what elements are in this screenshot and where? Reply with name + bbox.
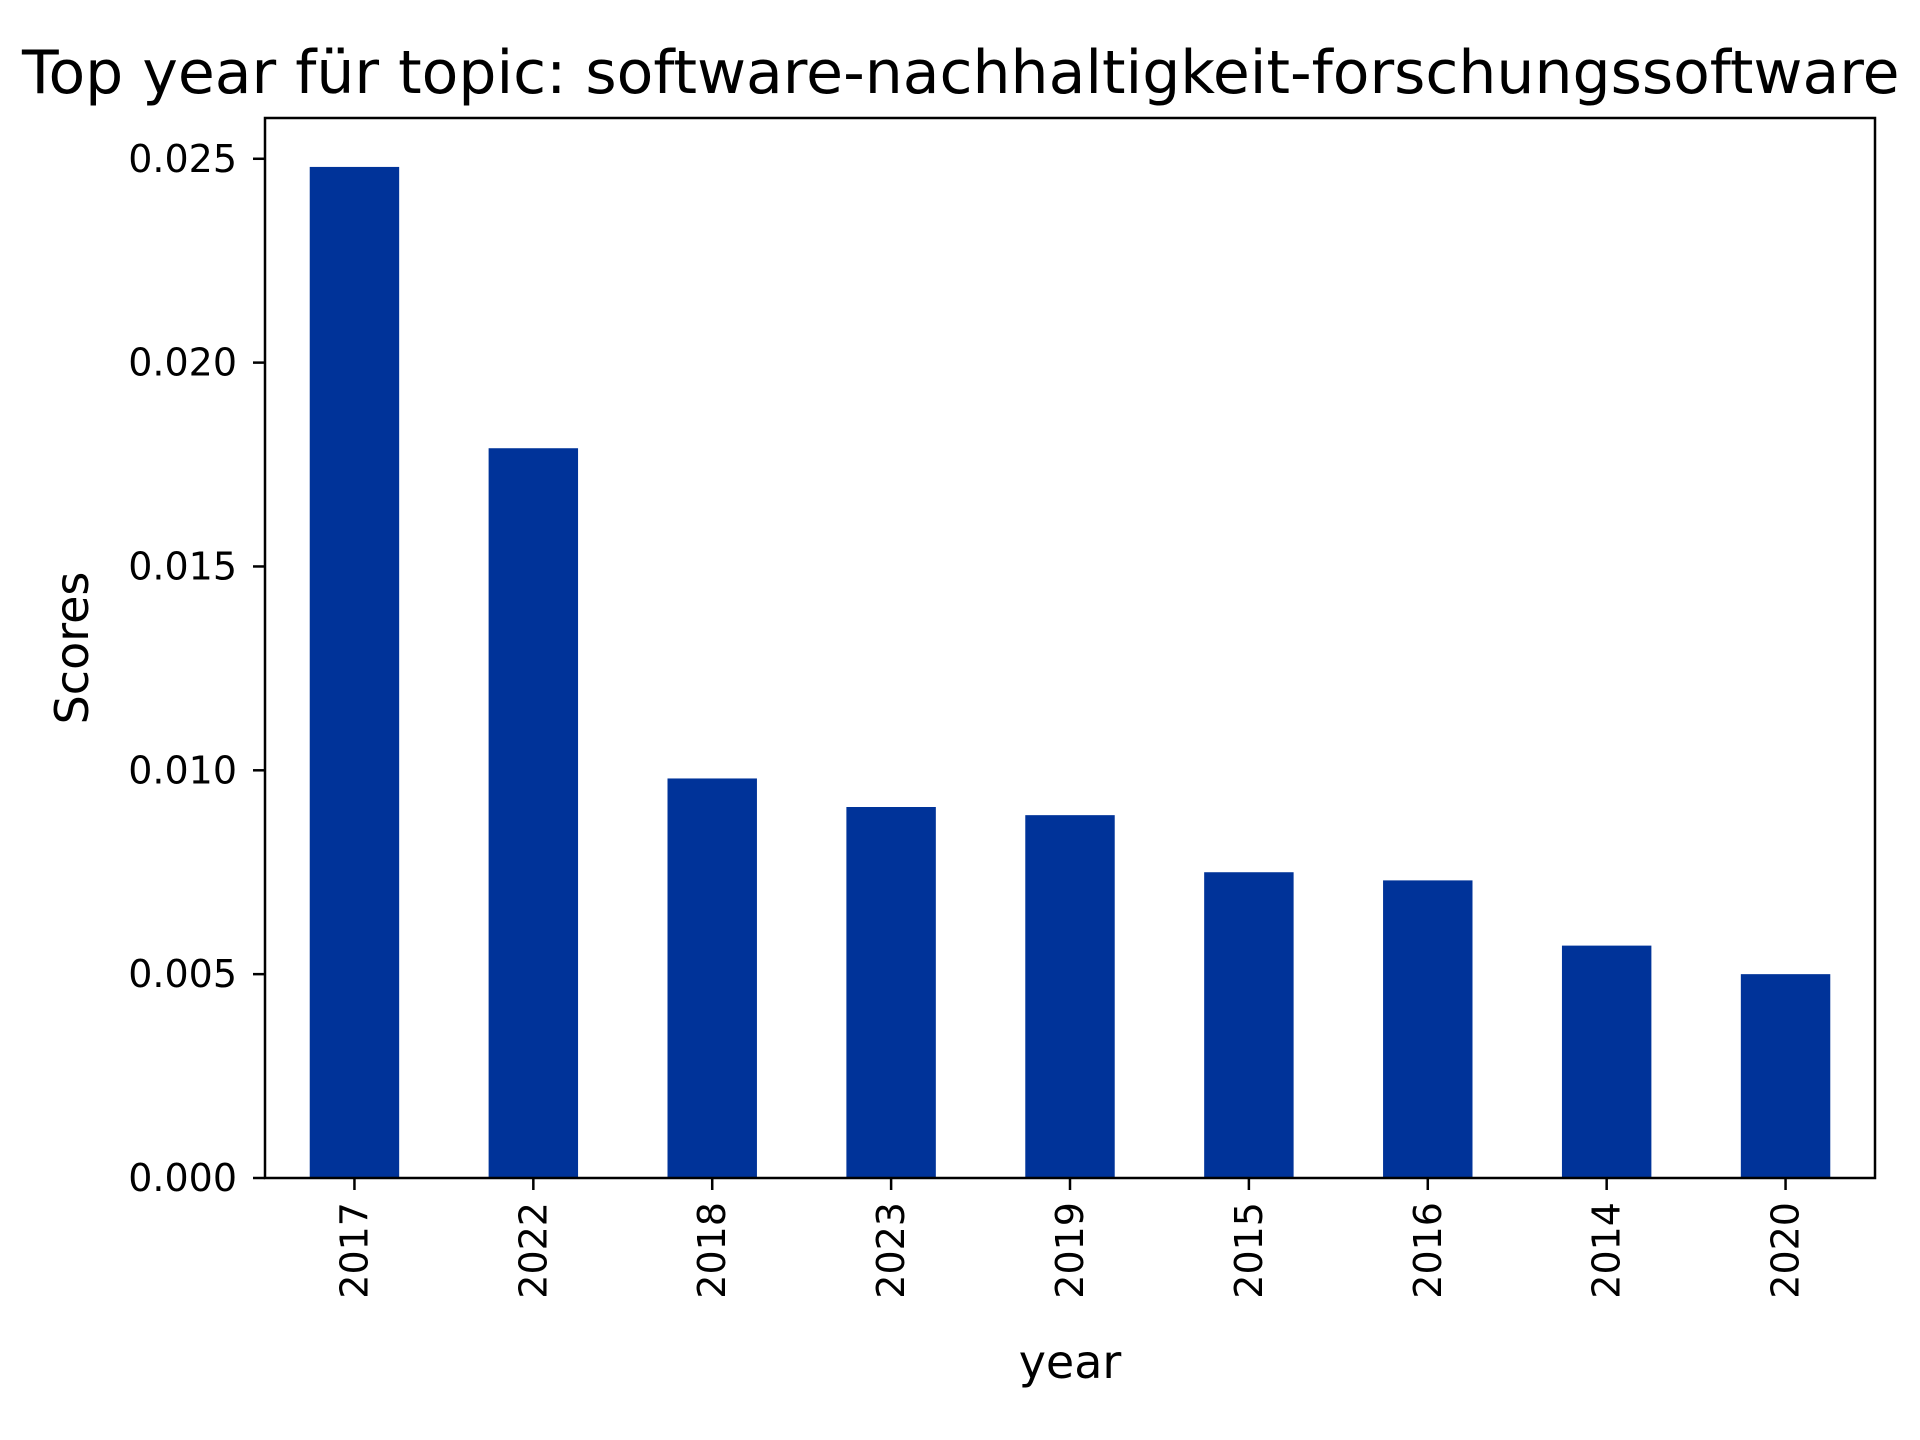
x-tick-label-2015: 2015 <box>1227 1202 1271 1299</box>
x-tick-label-2022: 2022 <box>511 1202 555 1299</box>
y-axis: 0.000 0.005 0.010 0.015 0.020 0.025 <box>128 137 265 1200</box>
x-tick-label-2020: 2020 <box>1764 1202 1808 1299</box>
bar-2020 <box>1740 974 1831 1178</box>
bar-2015 <box>1204 872 1294 1178</box>
y-tick-label-0.025: 0.025 <box>128 137 237 181</box>
x-tick-label-2023: 2023 <box>869 1202 913 1299</box>
x-tick-label-2016: 2016 <box>1406 1202 1450 1299</box>
x-axis: 2017 2022 2018 2023 2019 2015 2016 2014 2020 <box>332 1178 1808 1299</box>
y-tick-label-0.010: 0.010 <box>128 748 237 792</box>
bar-2023 <box>846 807 936 1178</box>
bar-2016 <box>1383 880 1473 1178</box>
x-tick-label-2018: 2018 <box>690 1202 734 1299</box>
x-tick-label-2014: 2014 <box>1585 1202 1629 1299</box>
plot-frame <box>263 116 1877 1180</box>
x-tick-label-2017: 2017 <box>332 1202 376 1299</box>
y-tick-label-0.005: 0.005 <box>128 952 237 996</box>
bars-group <box>309 166 1831 1178</box>
bar-2019 <box>1025 815 1115 1178</box>
bar-2018 <box>667 778 757 1178</box>
x-tick-label-2019: 2019 <box>1048 1202 1092 1299</box>
chart-title: Top year für topic: software-nachhaltigk… <box>21 38 1900 108</box>
y-axis-label: Scores <box>45 572 99 725</box>
x-axis-label: year <box>1019 1335 1122 1389</box>
bar-2014 <box>1561 945 1652 1178</box>
y-tick-label-0.020: 0.020 <box>128 341 237 385</box>
y-tick-label-0.000: 0.000 <box>128 1156 237 1200</box>
y-tick-label-0.015: 0.015 <box>128 544 237 588</box>
bar-2017 <box>309 166 400 1178</box>
bar-2022 <box>488 448 579 1178</box>
